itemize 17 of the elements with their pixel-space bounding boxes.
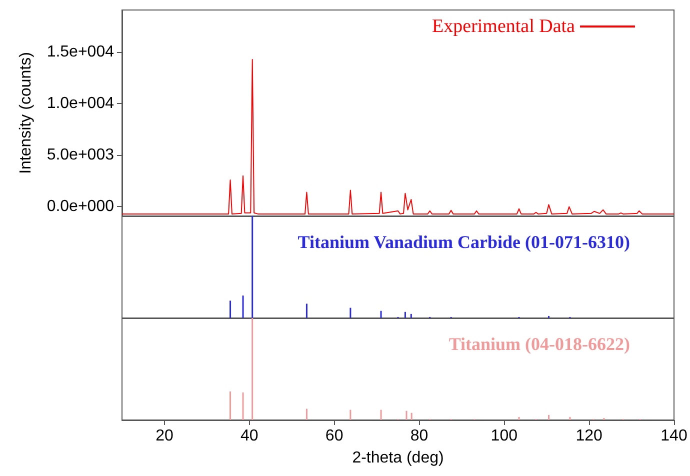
y-tick-label: 1.0e+004 xyxy=(46,95,114,112)
line-series xyxy=(122,58,674,214)
x-tick-label: 100 xyxy=(490,428,518,444)
y-axis-title: Intensity (counts) xyxy=(18,52,34,174)
x-tick-label: 20 xyxy=(156,428,174,444)
x-tick-label: 60 xyxy=(325,428,344,444)
text: Titanium (04-018-6622) xyxy=(448,334,630,354)
x-tick-label: 40 xyxy=(240,428,258,444)
y-tick-label: 0.0e+000 xyxy=(46,198,114,216)
x-tick-label: 140 xyxy=(660,428,688,444)
x-tick-label: 120 xyxy=(576,428,603,444)
x-tick-label: 80 xyxy=(410,428,428,444)
legend-label: Experimental Data xyxy=(432,16,576,37)
y-tick-label: 5.0e+003 xyxy=(46,146,114,164)
x-axis-title: 2-theta (deg) xyxy=(352,450,444,466)
y-tick-label: 1.5e+004 xyxy=(46,44,114,61)
text: Titanium Vanadium Carbide (01-071-6310) xyxy=(298,232,630,252)
